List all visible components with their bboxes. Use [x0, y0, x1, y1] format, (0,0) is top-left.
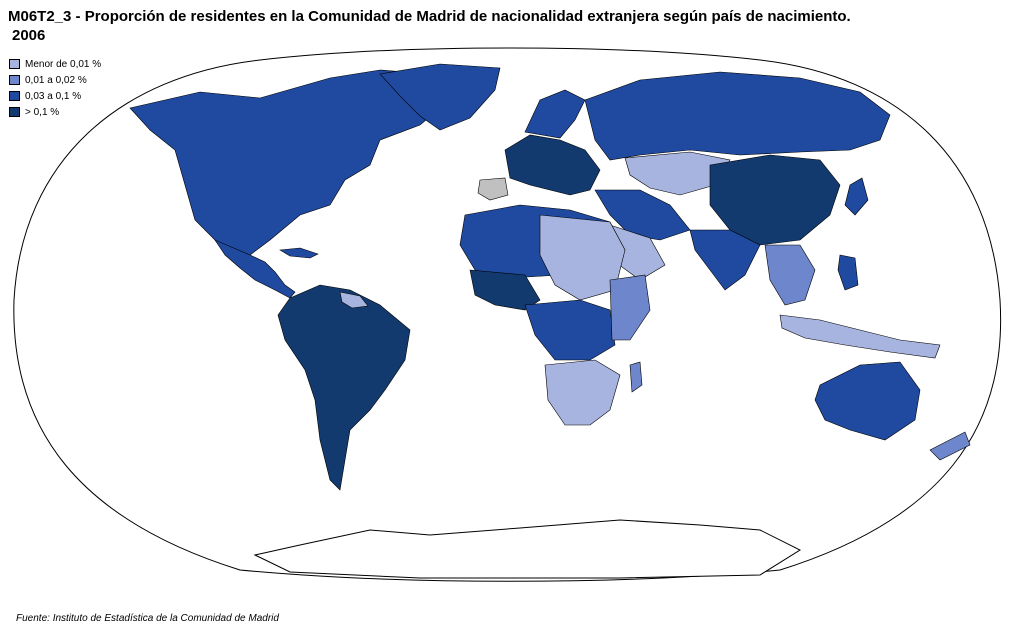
region-west-africa [469, 269, 541, 311]
legend-swatch [9, 75, 20, 85]
legend-item: 0,03 a 0,1 % [9, 88, 101, 104]
legend-label: 0,01 a 0,02 % [25, 74, 87, 86]
legend-item: 0,01 a 0,02 % [9, 72, 101, 88]
map-legend: Menor de 0,01 % 0,01 a 0,02 % 0,03 a 0,1 %… [9, 56, 101, 120]
map-title: M06T2_3 - Proporción de residentes en la… [8, 7, 851, 45]
legend-swatch [9, 91, 20, 101]
region-china [709, 154, 841, 246]
region-russia [584, 71, 891, 161]
region-central-asia [624, 151, 731, 196]
region-southeast-asia [764, 244, 816, 306]
region-new-zealand [929, 431, 971, 461]
legend-label: > 0,1 % [25, 106, 60, 118]
region-caribbean [279, 247, 319, 259]
region-spain [477, 177, 509, 201]
legend-swatch [9, 59, 20, 69]
region-south-asia [689, 229, 761, 291]
legend-label: Menor de 0,01 % [25, 58, 102, 70]
map-title-year: 2006 [12, 27, 46, 44]
region-australia [814, 361, 921, 441]
region-philippines [837, 254, 859, 291]
region-japan [844, 177, 869, 216]
region-madagascar [629, 361, 643, 393]
legend-item: Menor de 0,01 % [9, 56, 101, 72]
legend-item: > 0,1 % [9, 104, 101, 120]
legend-label: 0,03 a 0,1 % [25, 90, 82, 102]
region-sahel [539, 214, 626, 301]
region-guianas [339, 291, 369, 309]
region-southern-africa [544, 359, 621, 426]
legend-swatch [9, 107, 20, 117]
region-south-america [277, 284, 411, 491]
region-east-africa [609, 274, 651, 341]
region-europe [504, 134, 601, 196]
region-antarctica [253, 519, 802, 579]
source-note: Fuente: Instituto de Estadística de la C… [16, 613, 279, 624]
region-central-america [214, 239, 296, 299]
region-indonesia [779, 314, 941, 359]
region-north-america [129, 69, 451, 261]
region-middle-east [594, 189, 691, 241]
map-title-line1: M06T2_3 - Proporción de residentes en la… [8, 8, 851, 25]
region-greenland [379, 63, 501, 131]
region-central-africa [524, 299, 616, 361]
